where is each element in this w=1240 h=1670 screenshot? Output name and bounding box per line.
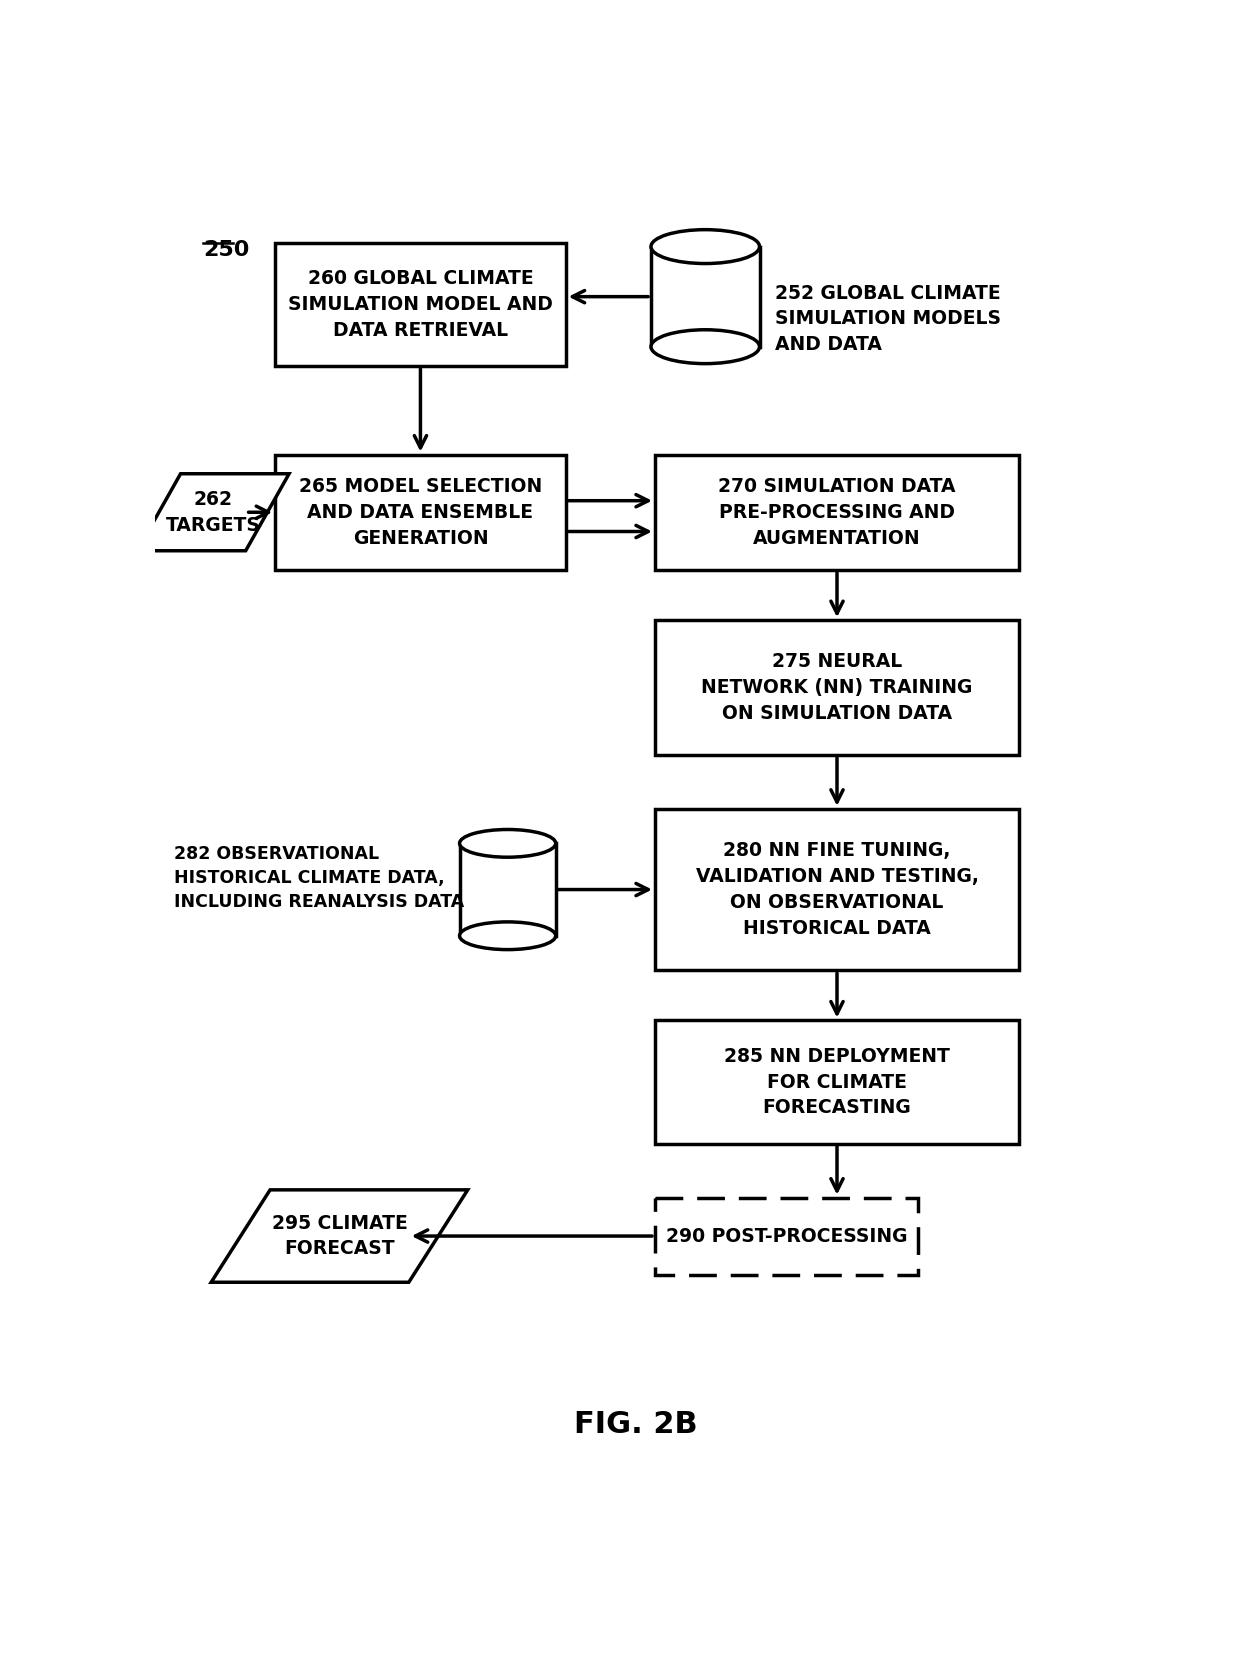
- FancyBboxPatch shape: [655, 620, 1019, 755]
- Ellipse shape: [651, 329, 759, 364]
- Bar: [460, 843, 556, 935]
- Text: 270 SIMULATION DATA
PRE-PROCESSING AND
AUGMENTATION: 270 SIMULATION DATA PRE-PROCESSING AND A…: [718, 478, 956, 548]
- Text: 285 NN DEPLOYMENT
FOR CLIMATE
FORECASTING: 285 NN DEPLOYMENT FOR CLIMATE FORECASTIN…: [724, 1047, 950, 1117]
- Text: 275 NEURAL
NETWORK (NN) TRAINING
ON SIMULATION DATA: 275 NEURAL NETWORK (NN) TRAINING ON SIMU…: [702, 653, 972, 723]
- Text: 265 MODEL SELECTION
AND DATA ENSEMBLE
GENERATION: 265 MODEL SELECTION AND DATA ENSEMBLE GE…: [299, 478, 542, 548]
- Text: 290 POST-PROCESSING: 290 POST-PROCESSING: [666, 1226, 908, 1246]
- Ellipse shape: [460, 830, 556, 857]
- Ellipse shape: [460, 922, 556, 950]
- Text: FIG. 2B: FIG. 2B: [574, 1409, 697, 1440]
- FancyBboxPatch shape: [275, 242, 565, 366]
- FancyBboxPatch shape: [655, 1020, 1019, 1144]
- Text: 282 OBSERVATIONAL
HISTORICAL CLIMATE DATA,
INCLUDING REANALYSIS DATA: 282 OBSERVATIONAL HISTORICAL CLIMATE DAT…: [175, 845, 465, 912]
- Text: 250: 250: [203, 240, 249, 261]
- Text: 252 GLOBAL CLIMATE
SIMULATION MODELS
AND DATA: 252 GLOBAL CLIMATE SIMULATION MODELS AND…: [775, 284, 1001, 354]
- Text: 260 GLOBAL CLIMATE
SIMULATION MODEL AND
DATA RETRIEVAL: 260 GLOBAL CLIMATE SIMULATION MODEL AND …: [288, 269, 553, 339]
- FancyBboxPatch shape: [275, 454, 565, 569]
- FancyBboxPatch shape: [655, 808, 1019, 970]
- Text: 295 CLIMATE
FORECAST: 295 CLIMATE FORECAST: [272, 1214, 407, 1259]
- FancyBboxPatch shape: [655, 1197, 919, 1274]
- Text: 280 NN FINE TUNING,
VALIDATION AND TESTING,
ON OBSERVATIONAL
HISTORICAL DATA: 280 NN FINE TUNING, VALIDATION AND TESTI…: [696, 842, 978, 937]
- Text: 262
TARGETS: 262 TARGETS: [166, 489, 260, 534]
- Polygon shape: [211, 1189, 467, 1283]
- Ellipse shape: [651, 230, 759, 264]
- Polygon shape: [138, 474, 289, 551]
- Bar: [651, 247, 759, 347]
- FancyBboxPatch shape: [655, 454, 1019, 569]
